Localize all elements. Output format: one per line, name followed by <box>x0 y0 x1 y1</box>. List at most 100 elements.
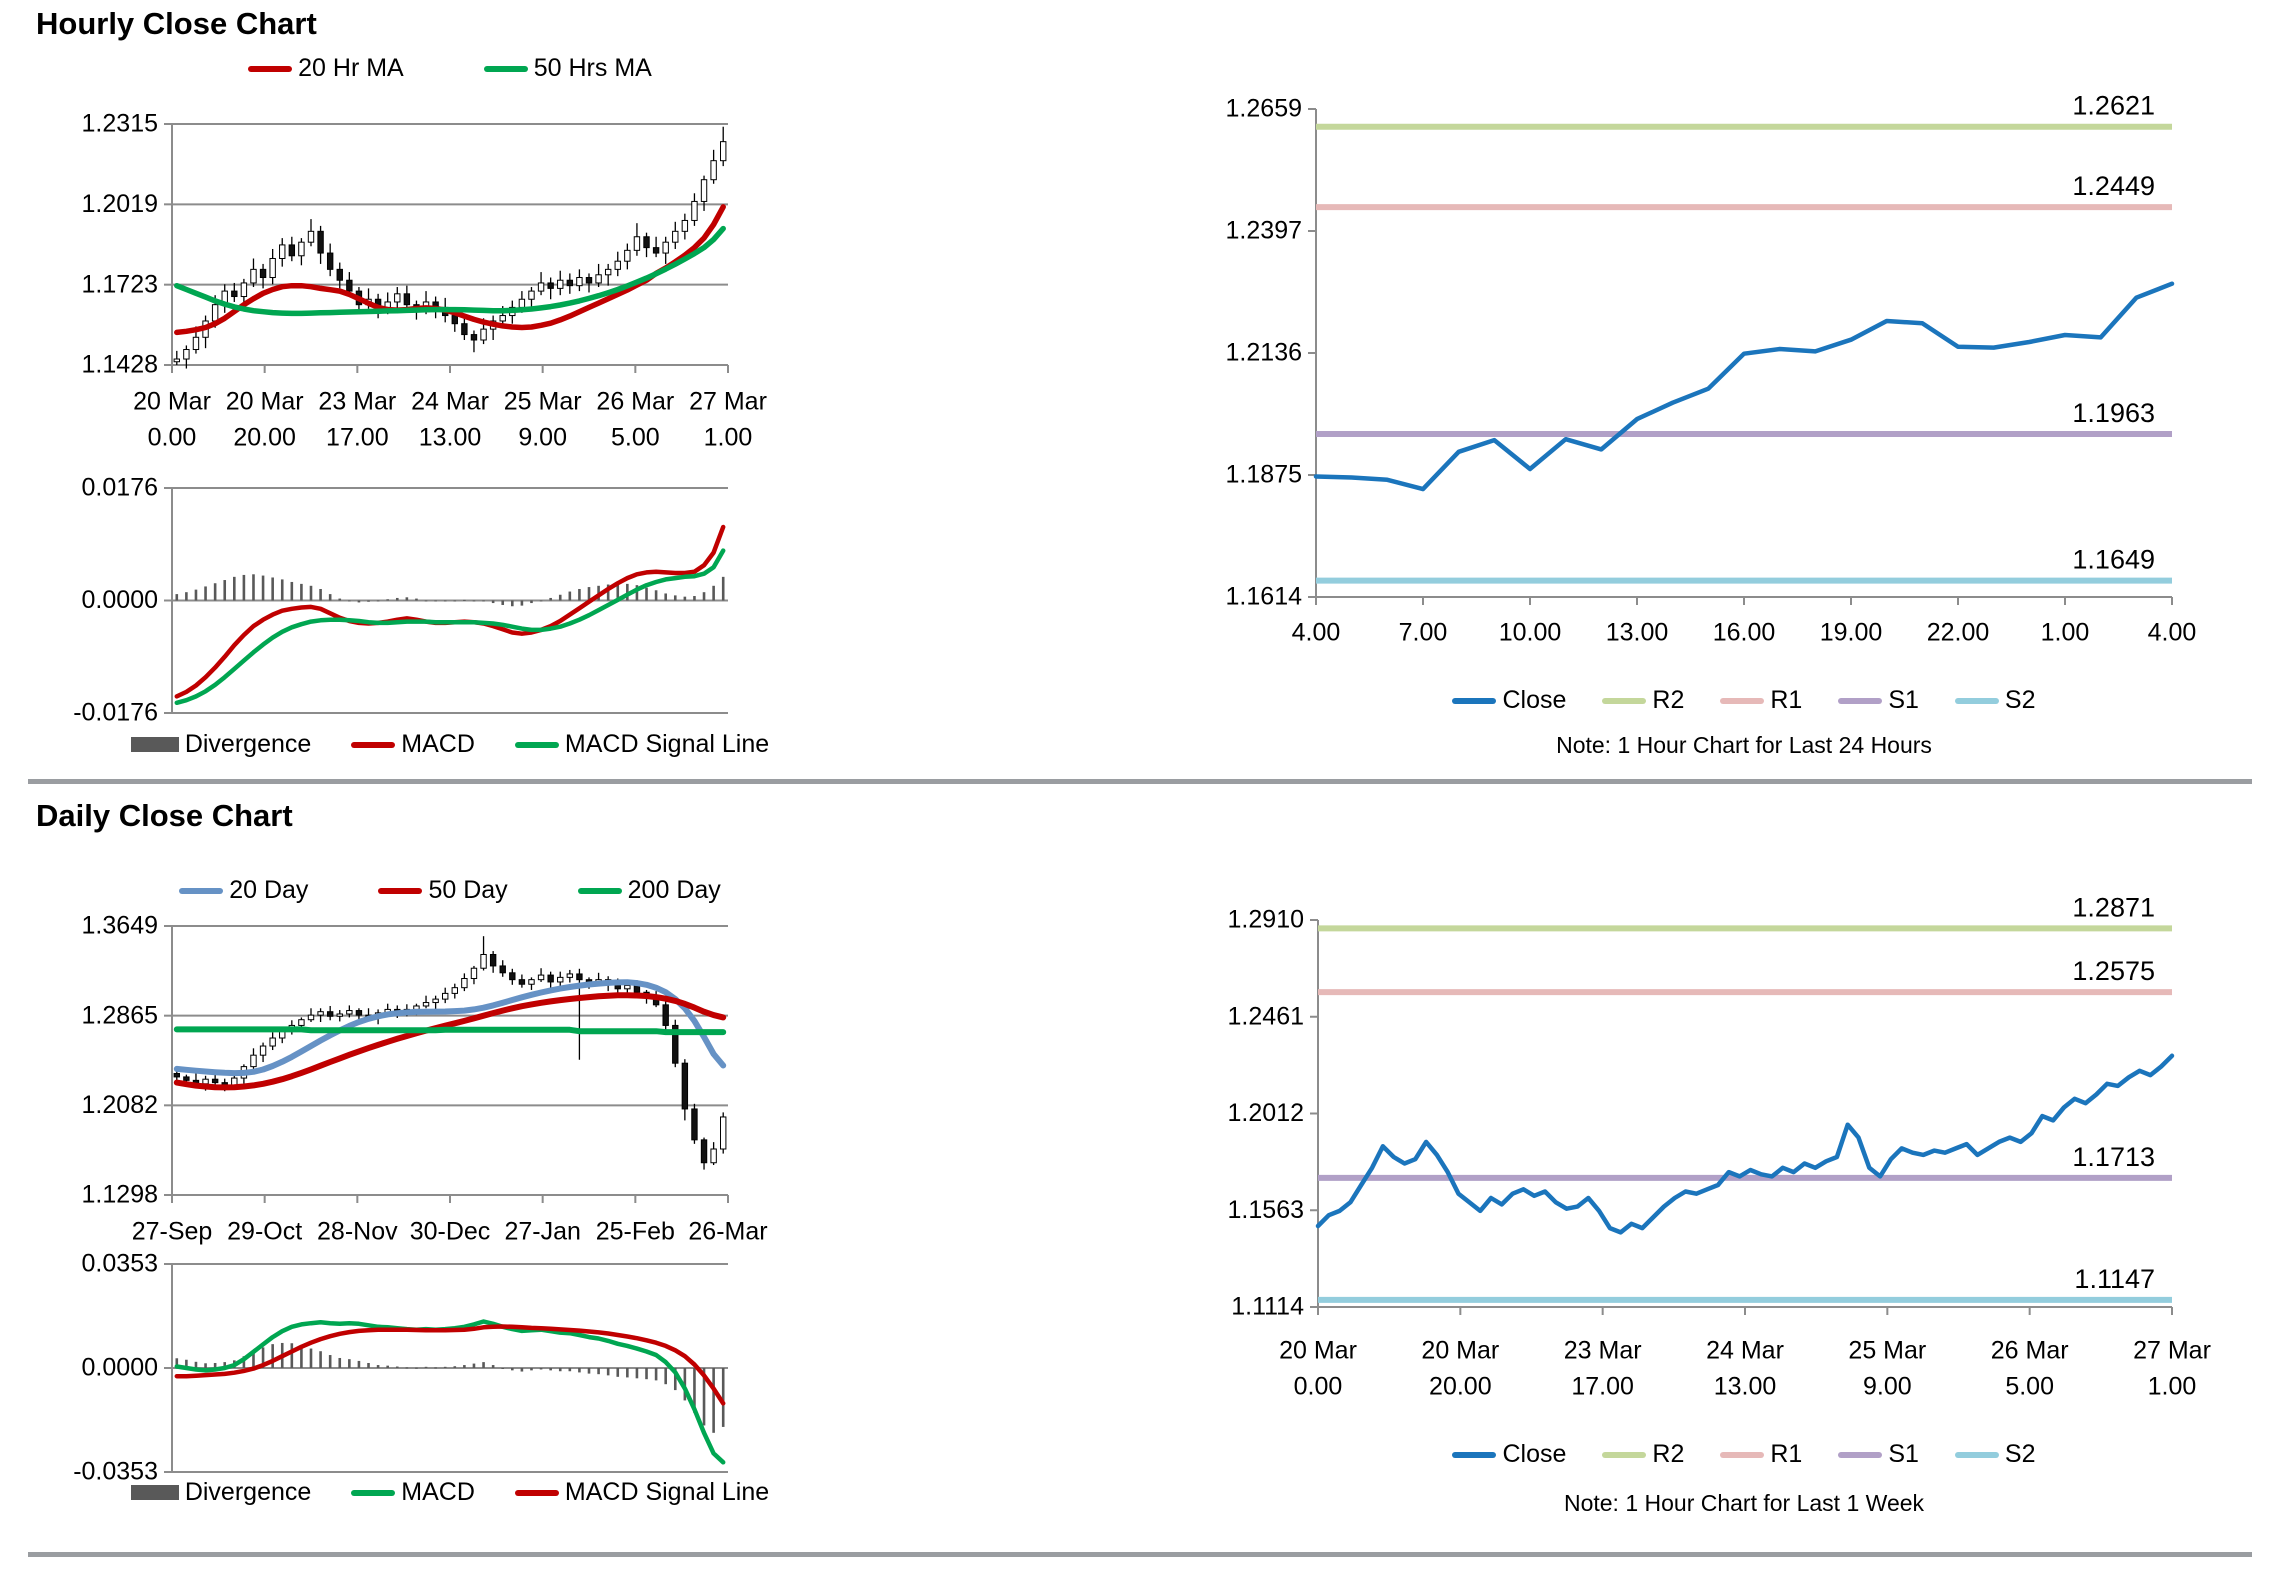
hourly-section-title: Hourly Close Chart <box>36 6 317 41</box>
svg-text:25 Mar: 25 Mar <box>1848 1337 1926 1365</box>
svg-text:13.00: 13.00 <box>419 424 482 452</box>
svg-text:1.2136: 1.2136 <box>1226 339 1302 367</box>
svg-text:23 Mar: 23 Mar <box>318 388 396 416</box>
svg-text:1.3649: 1.3649 <box>82 912 158 940</box>
svg-text:17.00: 17.00 <box>1571 1373 1634 1401</box>
svg-text:1.2082: 1.2082 <box>82 1091 158 1119</box>
hourly-price-chart: 1.2315 1.2019 1.1723 1.1428 20 Mar 0.00 20 Mar… <box>82 110 767 452</box>
svg-text:24 Mar: 24 Mar <box>1706 1337 1784 1365</box>
line-swatch-icon <box>351 1489 396 1496</box>
svg-text:25 Mar: 25 Mar <box>504 388 582 416</box>
svg-text:5.00: 5.00 <box>611 424 660 452</box>
legend-label: S1 <box>1888 686 1919 714</box>
svg-text:27 Mar: 27 Mar <box>2133 1337 2211 1365</box>
svg-text:1.1723: 1.1723 <box>82 270 158 298</box>
legend-item: R1 <box>1720 1440 1802 1469</box>
svg-text:1.2315: 1.2315 <box>82 110 158 138</box>
line-swatch-icon <box>1954 1451 1999 1458</box>
legend-label: 200 Day <box>627 876 721 904</box>
bar-swatch-icon <box>130 737 179 752</box>
legend-item: MACD Signal Line <box>514 1478 770 1507</box>
legend-label: Divergence <box>184 730 312 758</box>
legend-item: S1 <box>1838 1440 1919 1469</box>
svg-text:4.00: 4.00 <box>2148 619 2197 647</box>
legend-label: 50 Hrs MA <box>533 54 652 82</box>
legend-label: S2 <box>2004 1440 2036 1468</box>
svg-text:23 Mar: 23 Mar <box>1564 1337 1642 1365</box>
svg-text:1.1563: 1.1563 <box>1228 1196 1304 1224</box>
svg-text:30-Dec: 30-Dec <box>410 1218 491 1246</box>
svg-text:17.00: 17.00 <box>326 424 389 452</box>
daily-sr-note: Note: 1 Hour Chart for Last 1 Week <box>1563 1490 1925 1516</box>
legend-item: S2 <box>1954 686 2036 715</box>
line-swatch-icon <box>483 65 528 72</box>
hourly-macd-legend: Divergence MACD MACD Signal Line <box>122 730 778 759</box>
line-swatch-icon <box>1602 697 1647 704</box>
svg-text:1.2659: 1.2659 <box>1226 95 1302 123</box>
svg-text:1.2910: 1.2910 <box>1228 906 1304 934</box>
legend-item: 20 Hr MA <box>248 54 404 83</box>
legend-item: Close <box>1452 686 1566 715</box>
section-divider <box>28 779 2252 784</box>
legend-label: R1 <box>1770 1440 1803 1468</box>
legend-label: 20 Day <box>229 876 309 904</box>
legend-label: MACD Signal Line <box>564 1478 770 1506</box>
legend-label: R2 <box>1652 1440 1685 1468</box>
legend-item: Divergence <box>130 1478 311 1507</box>
svg-text:27 Mar: 27 Mar <box>689 388 767 416</box>
line-swatch-icon <box>1602 1451 1647 1458</box>
svg-text:9.00: 9.00 <box>1863 1373 1912 1401</box>
svg-text:1.2449: 1.2449 <box>2072 171 2155 201</box>
legend-item: 20 Day <box>179 876 308 905</box>
svg-text:0.0176: 0.0176 <box>82 474 158 502</box>
daily-section-title: Daily Close Chart <box>36 798 293 833</box>
legend-item: S1 <box>1838 686 1919 715</box>
hourly-sr-legend: Close R2 R1 S1 S2 <box>1316 686 2172 715</box>
svg-text:1.2461: 1.2461 <box>1228 1002 1304 1030</box>
svg-text:4.00: 4.00 <box>1292 619 1341 647</box>
svg-text:1.1713: 1.1713 <box>2072 1142 2155 1172</box>
svg-text:10.00: 10.00 <box>1499 619 1562 647</box>
svg-text:1.1114: 1.1114 <box>1231 1293 1304 1321</box>
svg-text:9.00: 9.00 <box>518 424 567 452</box>
daily-price-chart: 1.3649 1.2865 1.2082 1.1298 27-Sep 29-Oct 28-N… <box>82 912 768 1246</box>
line-swatch-icon <box>1720 697 1765 704</box>
bottom-divider <box>28 1552 2252 1557</box>
svg-text:1.1147: 1.1147 <box>2074 1264 2155 1294</box>
legend-item: 50 Hrs MA <box>483 54 652 83</box>
svg-text:20.00: 20.00 <box>233 424 296 452</box>
daily-macd-legend: Divergence MACD MACD Signal Line <box>122 1478 778 1507</box>
line-swatch-icon <box>514 1489 559 1496</box>
svg-text:0.00: 0.00 <box>148 424 197 452</box>
legend-label: MACD <box>401 730 475 758</box>
svg-text:20 Mar: 20 Mar <box>1421 1337 1499 1365</box>
svg-text:0.0000: 0.0000 <box>82 1354 158 1382</box>
line-swatch-icon <box>248 65 293 72</box>
svg-text:26 Mar: 26 Mar <box>1991 1337 2069 1365</box>
svg-text:20.00: 20.00 <box>1429 1373 1492 1401</box>
svg-text:1.2019: 1.2019 <box>82 190 158 218</box>
svg-text:1.1298: 1.1298 <box>82 1181 158 1209</box>
svg-text:28-Nov: 28-Nov <box>317 1218 398 1246</box>
svg-text:29-Oct: 29-Oct <box>227 1218 302 1246</box>
svg-text:5.00: 5.00 <box>2005 1373 2054 1401</box>
legend-label: S1 <box>1888 1440 1919 1468</box>
legend-item: MACD <box>351 1478 475 1507</box>
daily-price-legend: 20 Day 50 Day 200 Day <box>172 876 728 905</box>
legend-item: Divergence <box>130 730 312 759</box>
svg-text:1.2871: 1.2871 <box>2072 892 2155 922</box>
legend-item: MACD <box>351 730 475 759</box>
legend-label: R1 <box>1770 686 1803 714</box>
line-swatch-icon <box>1720 1451 1765 1458</box>
line-swatch-icon <box>1452 697 1497 704</box>
svg-text:1.2012: 1.2012 <box>1228 1099 1304 1127</box>
legend-item: R1 <box>1720 686 1802 715</box>
hourly-sr-note: Note: 1 Hour Chart for Last 24 Hours <box>1556 732 1932 758</box>
legend-label: Close <box>1502 1440 1567 1468</box>
legend-item: S2 <box>1954 1440 2036 1469</box>
line-swatch-icon <box>179 887 224 894</box>
svg-text:7.00: 7.00 <box>1399 619 1448 647</box>
svg-text:0.0000: 0.0000 <box>82 586 158 614</box>
line-swatch-icon <box>1838 697 1883 704</box>
svg-text:19.00: 19.00 <box>1820 619 1883 647</box>
